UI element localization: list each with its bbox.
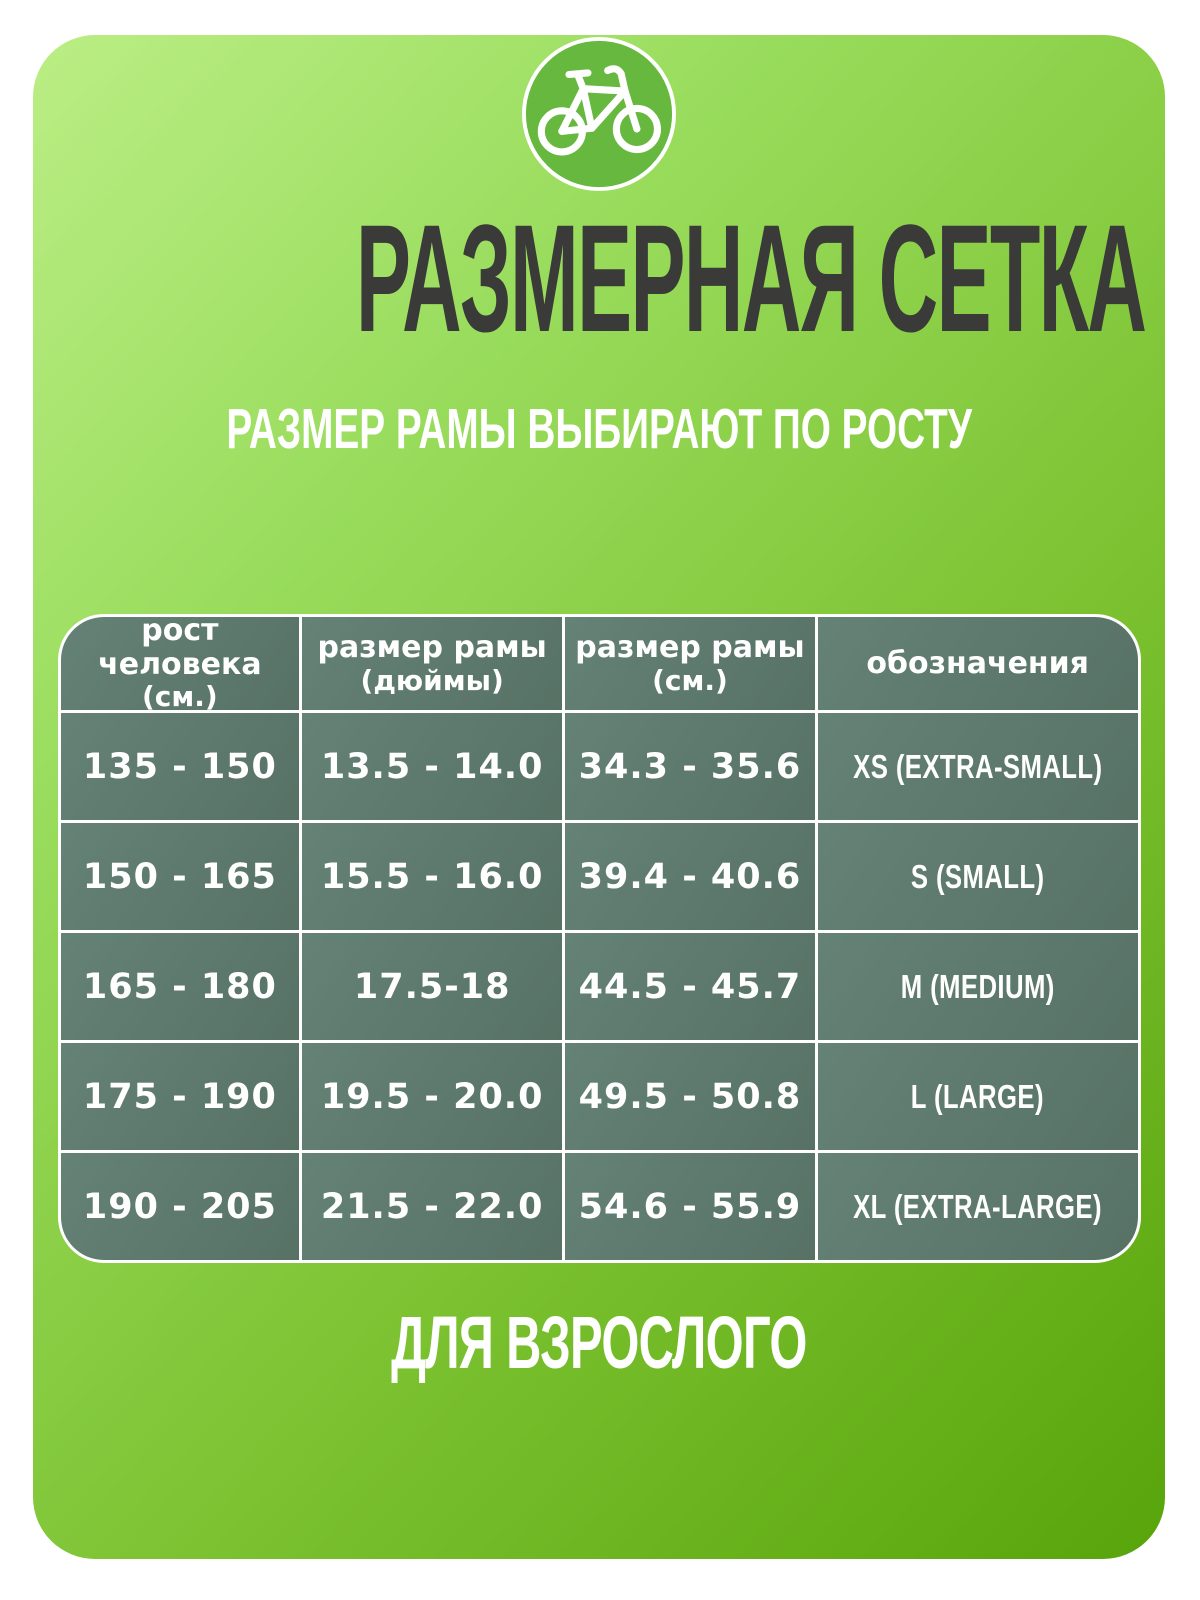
bicycle-icon: [520, 35, 678, 193]
table-cell: 44.5 - 45.7: [565, 933, 815, 1040]
table-cell: 34.3 - 35.6: [565, 713, 815, 820]
table-cell: S (SMALL): [817, 823, 1138, 930]
height-range: 190 - 205: [82, 1186, 277, 1227]
height-range: 135 - 150: [82, 746, 277, 787]
column-header-label: рост человека: [98, 614, 262, 682]
table-cell: 190 - 205: [60, 1153, 300, 1260]
column-header-label: размер рамы: [317, 630, 547, 666]
table-cell: XL (EXTRA-LARGE): [817, 1153, 1138, 1260]
table-cell: 54.6 - 55.9: [565, 1153, 815, 1260]
column-header-unit: (дюймы): [360, 663, 504, 697]
column-header-label: размер рамы: [575, 630, 805, 666]
frame-cm-range: 39.4 - 40.6: [578, 856, 802, 897]
table-cell: 165 - 180: [60, 933, 300, 1040]
table-cell: 150 - 165: [60, 823, 300, 930]
frame-cm-range: 54.6 - 55.9: [578, 1186, 802, 1227]
table-cell: 39.4 - 40.6: [565, 823, 815, 930]
frame-cm-range: 49.5 - 50.8: [578, 1076, 802, 1117]
column-header-unit: (см.): [652, 663, 728, 697]
column-header-label: обозначения: [866, 645, 1089, 681]
frame-inches-range: 13.5 - 14.0: [320, 746, 544, 787]
page-title: РАЗМЕРНАЯ СЕТКА: [33, 192, 1165, 384]
table-cell: 135 - 150: [60, 713, 300, 820]
page-subtitle: РАЗМЕР РАМЫ ВЫБИРАЮТ ПО РОСТУ: [33, 400, 1165, 472]
table-cell: 17.5-18: [302, 933, 563, 1040]
height-range: 165 - 180: [82, 966, 277, 1007]
audience-label: ДЛЯ ВЗРОСЛОГО: [33, 1303, 1165, 1403]
frame-cm-range: 44.5 - 45.7: [578, 966, 802, 1007]
size-designation: L (LARGE): [911, 1077, 1045, 1115]
table-cell: XS (EXTRA-SMALL): [817, 713, 1138, 820]
column-header-frame-cm: размер рамы (см.): [565, 617, 815, 710]
table-cell: 15.5 - 16.0: [302, 823, 563, 930]
size-designation: XS (EXTRA-SMALL): [853, 747, 1103, 785]
table-cell: 175 - 190: [60, 1043, 300, 1150]
table-cell: 49.5 - 50.8: [565, 1043, 815, 1150]
frame-inches-range: 17.5-18: [353, 966, 511, 1007]
frame-inches-range: 21.5 - 22.0: [320, 1186, 544, 1227]
column-header-unit: (см.): [142, 680, 218, 714]
column-header-designation: обозначения: [817, 617, 1138, 710]
table-cell: M (MEDIUM): [817, 933, 1138, 1040]
size-designation: XL (EXTRA-LARGE): [853, 1187, 1103, 1225]
page-title-text: РАЗМЕРНАЯ СЕТКА: [355, 192, 1147, 364]
size-designation: M (MEDIUM): [900, 967, 1055, 1005]
frame-cm-range: 34.3 - 35.6: [578, 746, 802, 787]
frame-inches-range: 19.5 - 20.0: [320, 1076, 544, 1117]
table-cell: 13.5 - 14.0: [302, 713, 563, 820]
size-designation: S (SMALL): [910, 857, 1045, 895]
size-table: рост человека (см.) размер рамы (дюймы) …: [57, 614, 1141, 1263]
table-cell: L (LARGE): [817, 1043, 1138, 1150]
frame-inches-range: 15.5 - 16.0: [320, 856, 544, 897]
audience-label-text: ДЛЯ ВЗРОСЛОГО: [391, 1301, 807, 1384]
size-chart-poster: РАЗМЕРНАЯ СЕТКА РАЗМЕР РАМЫ ВЫБИРАЮТ ПО …: [33, 35, 1165, 1559]
height-range: 150 - 165: [82, 856, 277, 897]
table-cell: 21.5 - 22.0: [302, 1153, 563, 1260]
page-subtitle-text: РАЗМЕР РАМЫ ВЫБИРАЮТ ПО РОСТУ: [226, 397, 972, 461]
height-range: 175 - 190: [82, 1076, 277, 1117]
column-header-height-cm: рост человека (см.): [60, 614, 300, 714]
table-cell: 19.5 - 20.0: [302, 1043, 563, 1150]
column-header-frame-inches: размер рамы (дюймы): [302, 617, 563, 710]
